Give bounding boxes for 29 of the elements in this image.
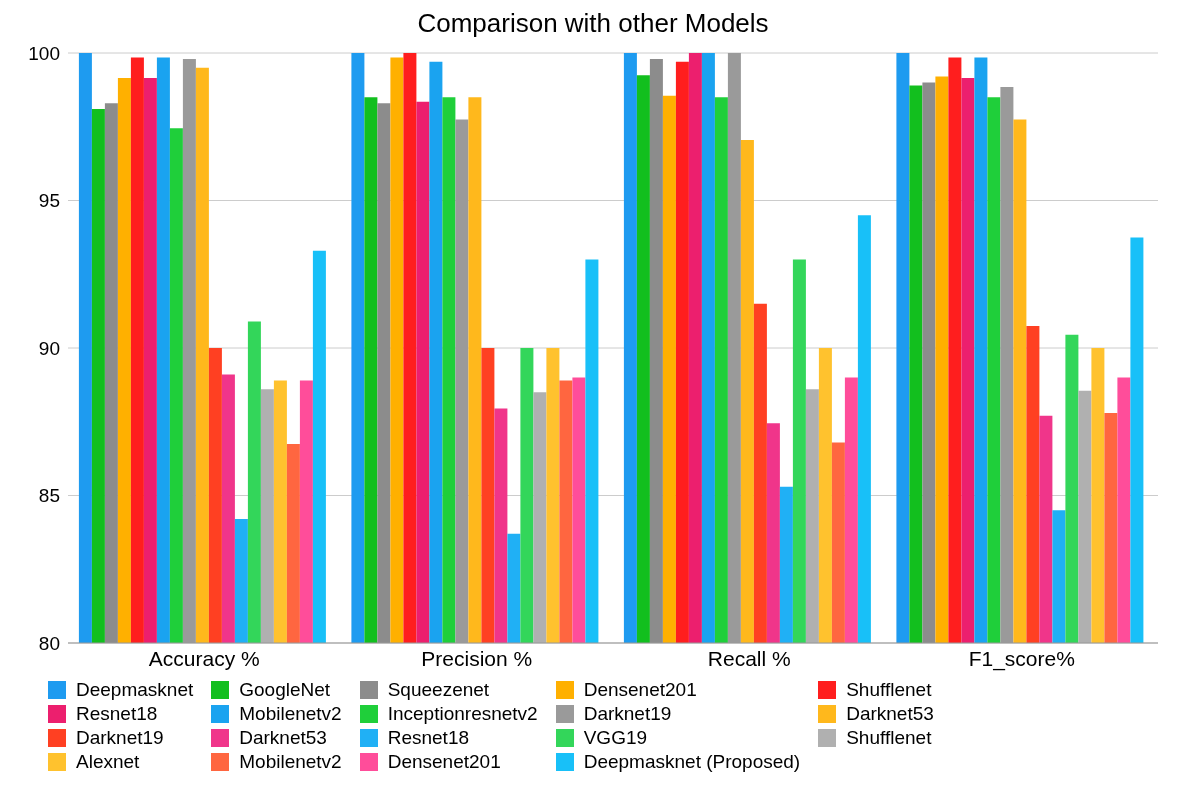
legend-label: Squeezenet [387,679,490,701]
legend-label: Resnet18 [76,703,158,725]
x-tick-label: Recall % [707,646,791,670]
legend-label: Darknet19 [583,703,672,725]
legend-label: Resnet18 [387,727,470,749]
legend-label: Inceptionresnetv2 [387,703,538,725]
y-tick-label: 80 [38,632,60,654]
y-tick-label: 100 [28,42,60,64]
legend-label: Darknet19 [76,727,164,749]
legend-label: VGG19 [583,727,648,749]
y-tick-label: 95 [38,190,60,212]
y-tick-label: 85 [38,485,60,507]
legend-label: Mobilenetv2 [239,751,342,773]
legend-label: Darknet53 [846,703,934,725]
legend-label: Mobilenetv2 [239,703,342,725]
x-tick-label: F1_score% [968,646,1075,671]
x-tick-label: Accuracy % [148,646,260,670]
legend-label: Shufflenet [846,679,932,701]
legend-label: Deepmasknet [76,679,194,701]
legend-label: Shufflenet [846,727,932,749]
legend-label: Deepmasknet (Proposed) [583,751,801,773]
legend-label: Densenet201 [387,751,501,773]
legend-label: Darknet53 [239,727,327,749]
legend-label: GoogleNet [239,679,331,701]
x-tick-label: Precision % [421,646,533,670]
legend-label: Alexnet [76,751,140,773]
chart-title: Comparison with other Models [416,8,770,39]
y-tick-label: 90 [38,337,60,359]
legend-label: Densenet201 [583,679,697,701]
